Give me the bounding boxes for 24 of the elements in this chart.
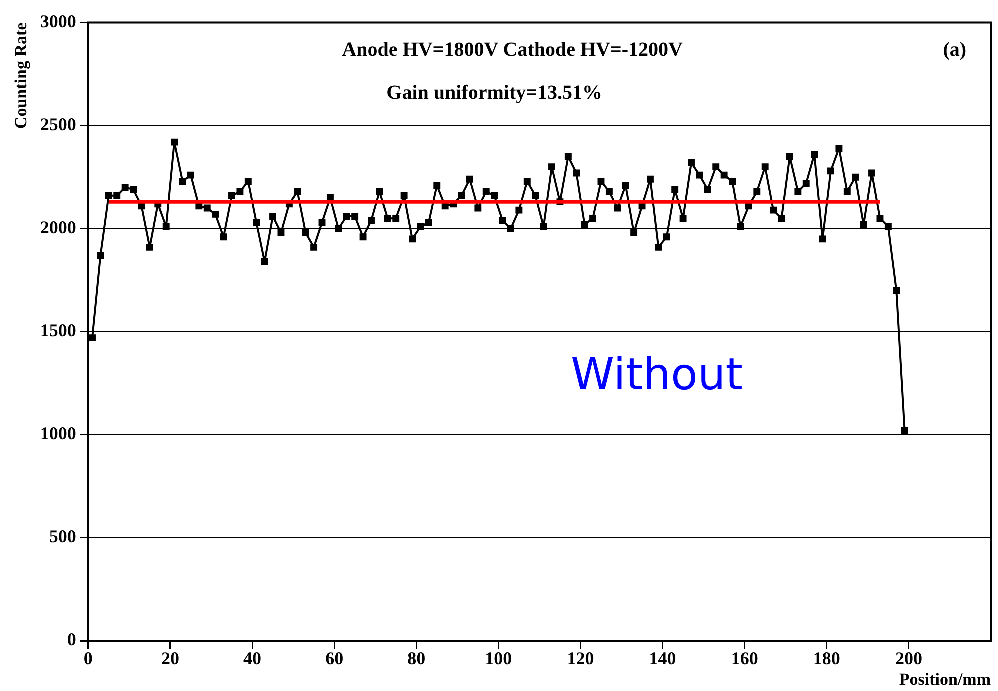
- x-tick-label: 60: [326, 648, 344, 668]
- y-tick-label: 2000: [40, 218, 76, 238]
- y-tick-label: 0: [67, 630, 76, 650]
- y-tick-label: 1500: [40, 320, 76, 341]
- x-tick-label: 200: [895, 648, 922, 668]
- x-tick-label: 180: [813, 648, 840, 668]
- y-tick-label: 1000: [40, 424, 76, 444]
- annotation: (a): [943, 38, 967, 61]
- y-axis-title: Counting Rate: [12, 22, 31, 130]
- annotation: Gain uniformity=13.51%: [386, 82, 602, 104]
- x-tick-label: 40: [244, 648, 262, 668]
- y-tick-label: 3000: [40, 11, 76, 32]
- x-tick-label: 120: [567, 648, 594, 668]
- x-tick-label: 140: [649, 648, 676, 668]
- y-tick-label: 500: [49, 526, 76, 547]
- x-tick-label: 20: [161, 648, 180, 668]
- annotation: Without: [571, 350, 744, 401]
- x-tick-label: 160: [731, 648, 758, 668]
- x-axis-title: Position/mm: [899, 670, 991, 690]
- x-tick-label: 100: [485, 648, 512, 668]
- annotation: Anode HV=1800V Cathode HV=-1200V: [342, 38, 684, 61]
- y-tick-label: 2500: [40, 114, 76, 134]
- x-tick-label: 0: [84, 648, 93, 668]
- x-tick-label: 80: [408, 648, 426, 668]
